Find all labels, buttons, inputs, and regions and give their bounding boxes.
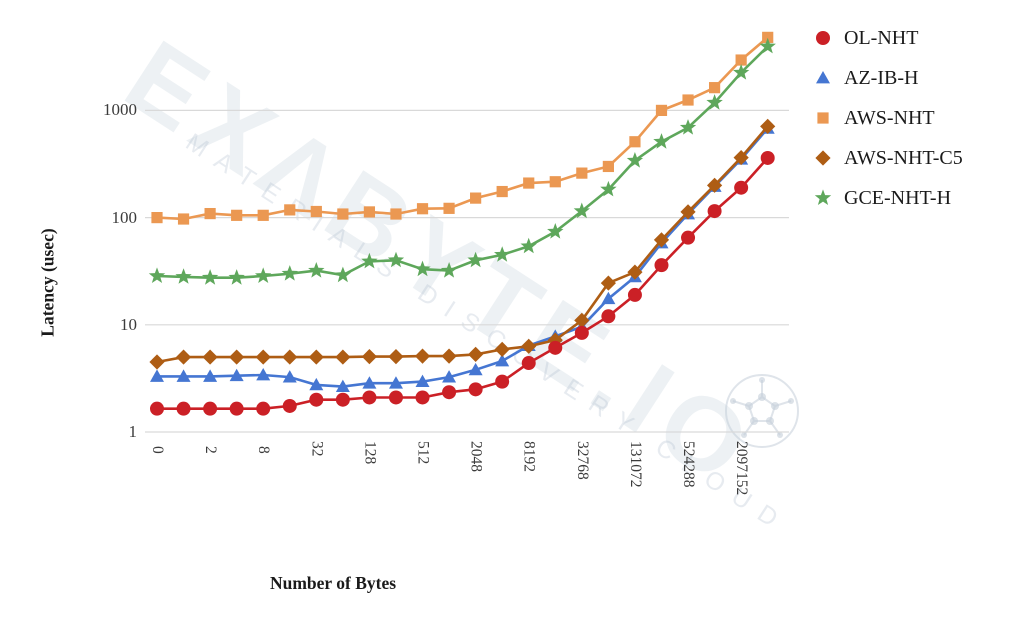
x-tick-label: 32768 — [573, 441, 591, 480]
legend-item-AZ-IB-H: AZ-IB-H — [812, 58, 963, 98]
triangle-icon — [816, 71, 830, 84]
y-tick-label: 10 — [120, 314, 137, 334]
series-GCE-NHT-H — [148, 37, 776, 285]
circle-icon — [816, 31, 830, 45]
legend-label: AZ-IB-H — [844, 66, 919, 89]
diamond-icon — [815, 150, 831, 166]
legend-label: OL-NHT — [844, 26, 919, 49]
y-tick-label: 100 — [111, 207, 138, 227]
legend-item-GCE-NHT-H: GCE-NHT-H — [812, 178, 963, 218]
square-icon — [817, 112, 829, 124]
series-AWS-NHT — [151, 31, 774, 225]
y-tick-label: 1 — [128, 422, 138, 441]
watermark-ball-icon — [725, 374, 799, 448]
x-tick-label: 512 — [414, 441, 432, 465]
x-tick-label: 32 — [308, 441, 326, 457]
x-tick-label: 2 — [202, 446, 220, 454]
legend-label: GCE-NHT-H — [844, 186, 952, 209]
x-tick-label: 0 — [149, 446, 166, 454]
legend-item-OL-NHT: OL-NHT — [812, 18, 963, 58]
series-AWS-NHT-C5 — [149, 118, 776, 370]
y-axis-title: Latency (usec) — [37, 228, 58, 337]
series-AZ-IB-H — [150, 121, 775, 393]
series-OL-NHT — [150, 150, 775, 416]
legend-label: AWS-NHT-C5 — [844, 146, 963, 169]
legend-label: AWS-NHT — [844, 106, 935, 129]
legend-item-AWS-NHT-C5: AWS-NHT-C5 — [812, 138, 963, 178]
x-tick-label: 8192 — [520, 441, 538, 472]
x-tick-label: 131072 — [626, 441, 644, 488]
x-tick-label: 128 — [361, 441, 379, 465]
x-tick-label: 524288 — [680, 441, 698, 488]
x-tick-label: 8 — [255, 446, 273, 454]
x-tick-label: 2097152 — [733, 441, 751, 496]
y-tick-label: 1000 — [103, 100, 137, 120]
x-tick-label: 2048 — [467, 441, 485, 472]
legend-item-AWS-NHT: AWS-NHT — [812, 98, 963, 138]
x-axis-title: Number of Bytes — [269, 573, 397, 593]
legend: OL-NHT AZ-IB-H AWS-NHT AWS-NHT-C5 GCE-NHT-H — [812, 18, 963, 218]
star-icon — [814, 189, 832, 205]
